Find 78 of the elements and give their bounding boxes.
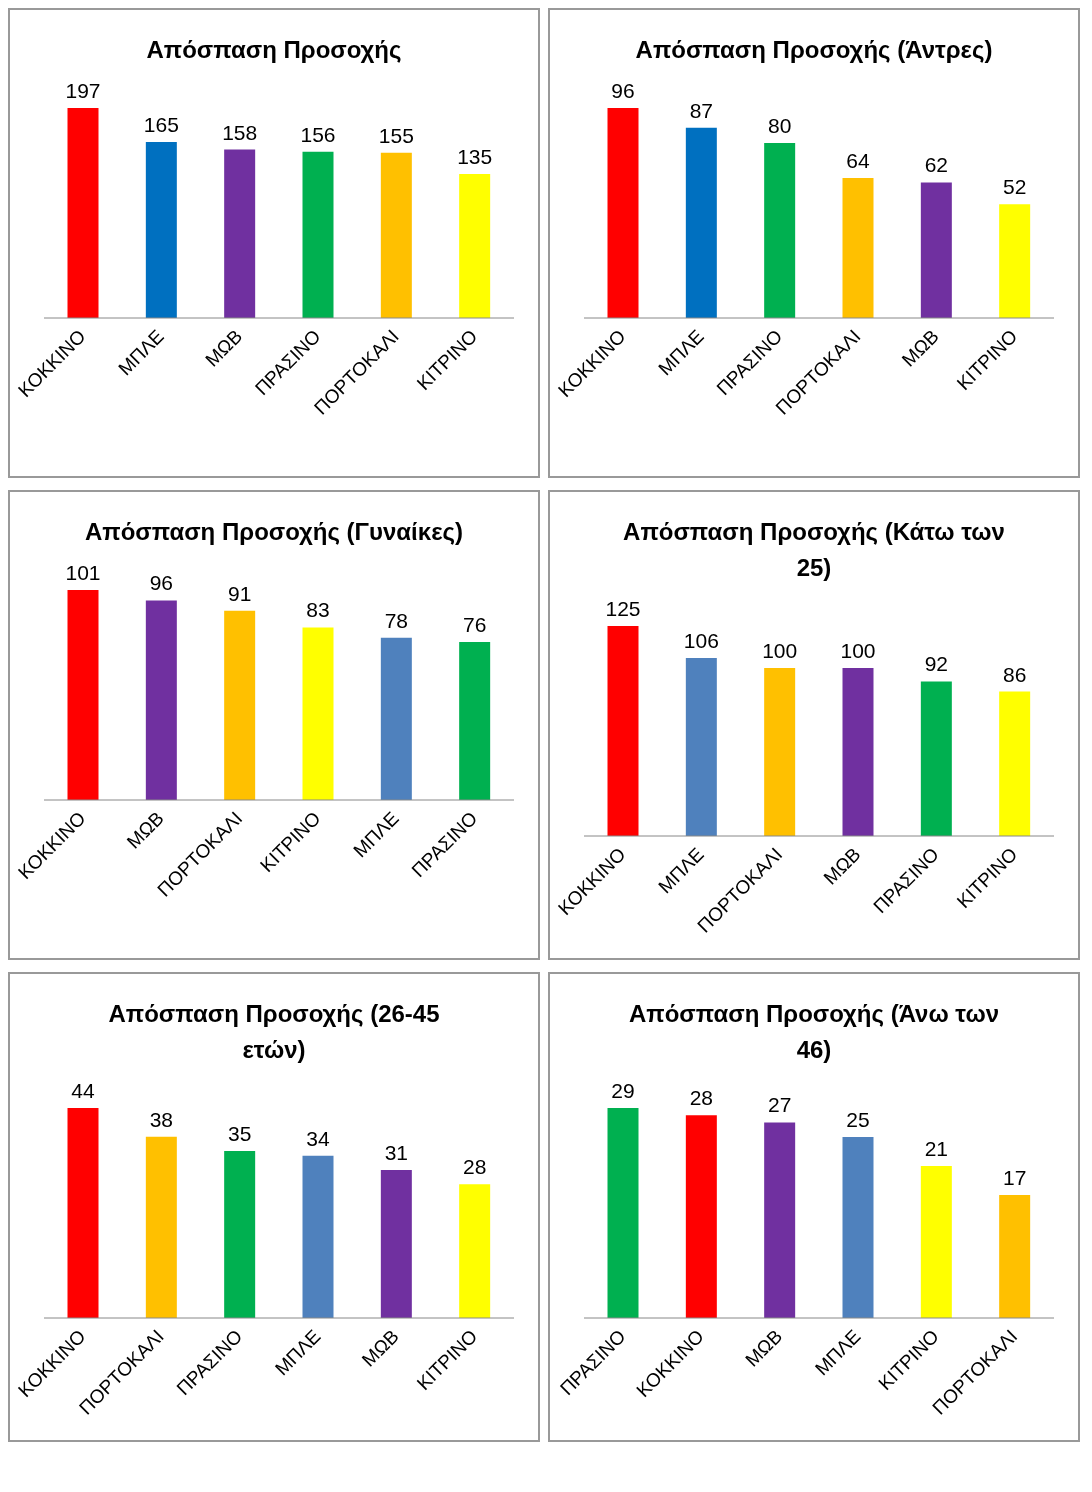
data-label: 155 — [378, 123, 414, 147]
bar — [145, 600, 177, 800]
data-label: 101 — [65, 561, 101, 584]
data-label: 125 — [605, 597, 641, 620]
bar — [459, 1184, 491, 1318]
data-label: 21 — [924, 1136, 949, 1160]
bar — [67, 108, 99, 318]
data-label: 100 — [762, 639, 798, 662]
chart-title: Απόσπαση Προσοχής (26-45 ετών) — [107, 999, 441, 1065]
bar — [224, 149, 256, 318]
data-label: 80 — [767, 114, 792, 137]
data-label: 83 — [306, 598, 330, 622]
data-label: 31 — [384, 1141, 409, 1165]
data-label: 165 — [143, 113, 179, 137]
bar — [224, 1150, 256, 1318]
bar — [459, 641, 491, 800]
data-label: 29 — [611, 1079, 635, 1102]
bar — [607, 1108, 639, 1318]
bar — [380, 637, 412, 800]
data-label: 76 — [462, 612, 487, 636]
bar — [920, 182, 952, 318]
data-label: 100 — [840, 639, 876, 662]
data-label: 96 — [611, 79, 635, 102]
data-label: 156 — [300, 122, 336, 146]
bar — [920, 1165, 952, 1318]
data-label: 38 — [149, 1107, 174, 1131]
data-label: 86 — [1002, 662, 1027, 686]
bar — [999, 691, 1031, 836]
bar — [380, 1170, 412, 1318]
bar — [764, 668, 796, 836]
data-label: 52 — [1002, 175, 1027, 199]
bar — [607, 108, 639, 318]
bar — [999, 1194, 1031, 1318]
bar — [842, 1136, 874, 1318]
data-label: 96 — [149, 571, 174, 595]
bar — [302, 151, 334, 318]
bar — [685, 127, 717, 318]
data-label: 28 — [462, 1155, 487, 1179]
bar — [302, 627, 334, 800]
chart-title: Απόσπαση Προσοχής (Γυναίκες) — [83, 517, 465, 547]
data-label: 87 — [689, 98, 714, 122]
bar — [67, 1108, 99, 1318]
bar — [302, 1155, 334, 1318]
data-label: 92 — [924, 652, 949, 676]
bar — [67, 590, 99, 800]
data-label: 17 — [1002, 1165, 1027, 1189]
bar — [999, 204, 1031, 318]
bar — [224, 610, 256, 800]
bar — [920, 681, 952, 836]
data-label: 106 — [683, 628, 719, 652]
bar — [764, 1122, 796, 1318]
data-label: 62 — [924, 153, 949, 177]
data-label: 197 — [65, 79, 101, 102]
data-label: 28 — [689, 1086, 714, 1110]
data-label: 35 — [227, 1121, 252, 1145]
bar — [380, 152, 412, 318]
chart-title: Απόσπαση Προσοχής (Άντρες) — [634, 35, 994, 65]
data-label: 91 — [227, 581, 252, 605]
chart-title: Απόσπαση Προσοχής (Άνω των 46) — [627, 999, 1001, 1065]
bar — [842, 668, 874, 836]
bar — [607, 626, 639, 836]
data-label: 25 — [846, 1107, 870, 1131]
data-label: 27 — [767, 1093, 792, 1117]
data-label: 64 — [846, 149, 870, 172]
data-label: 44 — [71, 1079, 95, 1102]
bar — [145, 1136, 177, 1318]
bar — [145, 142, 177, 318]
data-label: 78 — [384, 608, 409, 632]
data-label: 158 — [222, 120, 258, 144]
data-label: 34 — [306, 1126, 330, 1150]
bar — [459, 174, 491, 318]
data-label: 135 — [457, 145, 493, 169]
chart-title: Απόσπαση Προσοχής (Κάτω των 25) — [622, 517, 1006, 583]
bar — [842, 178, 874, 318]
bar — [685, 657, 717, 836]
bar — [685, 1115, 717, 1318]
chart-title: Απόσπαση Προσοχής — [145, 35, 403, 65]
bar — [764, 143, 796, 318]
